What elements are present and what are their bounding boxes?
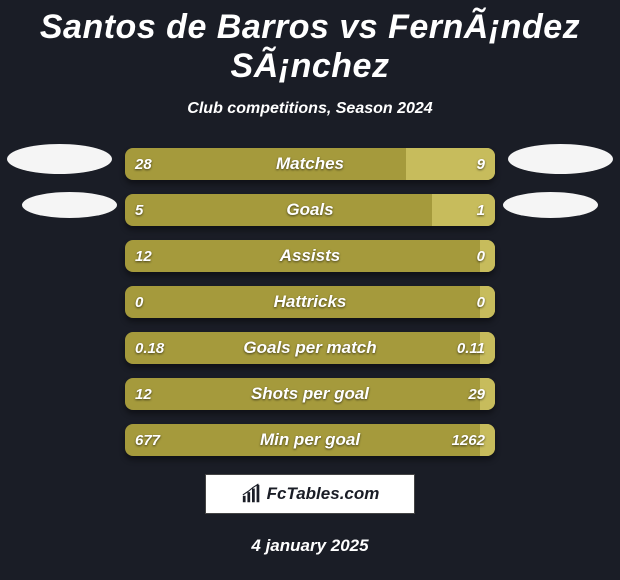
comparison-date: 4 january 2025 <box>0 536 620 556</box>
stats-bars: 289Matches 51Goals 120Assists 00Hattricks 0.… <box>125 148 495 456</box>
player-right-photo-bottom <box>503 192 598 218</box>
chart-icon <box>241 483 263 505</box>
comparison-subtitle: Club competitions, Season 2024 <box>0 100 620 118</box>
player-right-photo-top <box>508 144 613 174</box>
stat-label: Goals per match <box>125 332 495 364</box>
stat-row: 00Hattricks <box>125 286 495 318</box>
stat-row: 1229Shots per goal <box>125 378 495 410</box>
player-left-photo-bottom <box>22 192 117 218</box>
comparison-title: Santos de Barros vs FernÃ¡ndez SÃ¡nchez <box>0 0 620 86</box>
stat-row: 51Goals <box>125 194 495 226</box>
stat-label: Shots per goal <box>125 378 495 410</box>
attribution-text: FcTables.com <box>267 484 380 504</box>
stat-row: 120Assists <box>125 240 495 272</box>
stat-label: Matches <box>125 148 495 180</box>
stat-label: Min per goal <box>125 424 495 456</box>
attribution-badge: FcTables.com <box>205 474 415 514</box>
stat-label: Hattricks <box>125 286 495 318</box>
stat-row: 6771262Min per goal <box>125 424 495 456</box>
player-left-photo-top <box>7 144 112 174</box>
stat-label: Goals <box>125 194 495 226</box>
stat-label: Assists <box>125 240 495 272</box>
stat-row: 0.180.11Goals per match <box>125 332 495 364</box>
stat-row: 289Matches <box>125 148 495 180</box>
